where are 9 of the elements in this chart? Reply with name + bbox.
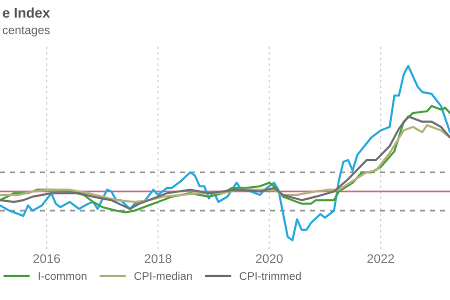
x-tick-label: 2022 bbox=[367, 254, 394, 264]
chart-title: e Index bbox=[2, 8, 50, 18]
legend-label: I-common bbox=[38, 272, 86, 280]
legend-label: CPI-median bbox=[134, 272, 192, 280]
legend-label: CPI-trimmed bbox=[240, 272, 301, 280]
x-tick-label: 2020 bbox=[256, 254, 283, 264]
x-tick-label: 2018 bbox=[144, 254, 172, 264]
x-tick-label: 2016 bbox=[33, 254, 60, 264]
chart-subtitle: centages bbox=[2, 26, 50, 37]
